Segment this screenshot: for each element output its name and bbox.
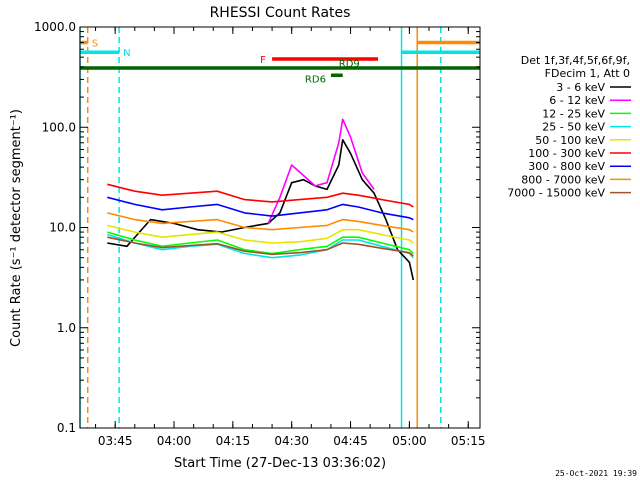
legend-entry-label-0: 3 - 6 keV: [556, 81, 605, 94]
plot-area: S N F RD9 RD6: [79, 27, 480, 428]
y-axis-label: Count Rate (s⁻¹ detector segment⁻¹): [9, 109, 24, 347]
y-tick-label-2: 10.0: [49, 221, 76, 235]
legend-entry-label-2: 12 - 25 keV: [542, 107, 605, 120]
x-axis-label: Start Time (27-Dec-13 03:36:02): [174, 456, 386, 471]
annotation-label-0: S: [92, 39, 98, 50]
series-line-5: [107, 183, 414, 208]
chart-title: RHESSI Count Rates: [210, 5, 351, 21]
legend-entry-label-5: 100 - 300 keV: [528, 147, 605, 160]
x-tick-label-1: 04:00: [157, 434, 192, 448]
y-axis: 0.1 1.0 10.0 100.0 1000.0: [34, 20, 480, 435]
annotation-bars: S N F RD9 RD6: [80, 39, 480, 85]
legend-entry-label-4: 50 - 100 keV: [535, 134, 605, 147]
series-line-4: [107, 224, 414, 244]
legend-entry-label-6: 300 - 800 keV: [528, 160, 605, 173]
legend-entry-label-8: 7000 - 15000 keV: [507, 187, 605, 200]
legend-entry-label-1: 6 - 12 keV: [549, 94, 605, 107]
annotation-label-4: RD6: [305, 74, 326, 85]
legend-header-line-1: Det 1f,3f,4f,5f,6f,9f,: [521, 54, 630, 67]
annotation-label-2: F: [260, 55, 266, 66]
y-tick-label-0: 0.1: [57, 421, 76, 435]
x-tick-label-6: 05:15: [451, 434, 486, 448]
series-line-8: [107, 236, 414, 257]
y-tick-label-3: 100.0: [42, 120, 76, 134]
legend-entry-label-3: 25 - 50 keV: [542, 121, 605, 134]
y-tick-label-1: 1.0: [57, 321, 76, 335]
y-tick-label-4: 1000.0: [34, 20, 76, 34]
legend: Det 1f,3f,4f,5f,6f,9f,FDecim 1, Att 03 -…: [507, 54, 631, 200]
legend-entry-label-7: 800 - 7000 keV: [521, 173, 605, 186]
x-tick-label-3: 04:30: [274, 434, 309, 448]
series-line-6: [107, 196, 414, 221]
x-tick-label-2: 04:15: [216, 434, 251, 448]
x-tick-label-0: 03:45: [98, 434, 133, 448]
data-series: [107, 118, 415, 281]
series-line-1: [267, 118, 375, 224]
annotation-label-3: RD9: [339, 59, 360, 70]
x-tick-label-5: 05:00: [392, 434, 427, 448]
series-line-7: [107, 212, 414, 233]
x-axis: 03:45 04:00 04:15 04:30 04:45 05:00 05:15: [95, 27, 486, 448]
series-line-3: [107, 233, 414, 259]
footer-timestamp: 25-Oct-2021 19:39: [555, 469, 637, 478]
annotation-label-1: N: [123, 48, 130, 59]
x-tick-label-4: 04:45: [333, 434, 368, 448]
legend-header-line-2: FDecim 1, Att 0: [545, 67, 630, 80]
series-line-0: [107, 139, 415, 281]
series-line-2: [107, 231, 414, 255]
